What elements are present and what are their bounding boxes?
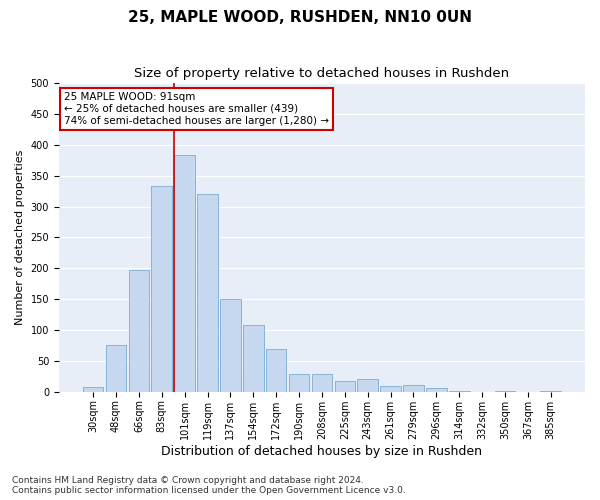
Bar: [128, 270, 149, 392]
Bar: [495, 391, 515, 392]
Text: Contains HM Land Registry data © Crown copyright and database right 2024.
Contai: Contains HM Land Registry data © Crown c…: [12, 476, 406, 495]
Bar: [243, 325, 263, 392]
Bar: [358, 380, 378, 392]
Bar: [449, 390, 470, 392]
Title: Size of property relative to detached houses in Rushden: Size of property relative to detached ho…: [134, 68, 509, 80]
Y-axis label: Number of detached properties: Number of detached properties: [15, 150, 25, 325]
Bar: [289, 374, 310, 392]
Bar: [403, 385, 424, 392]
Bar: [426, 388, 446, 392]
Bar: [197, 194, 218, 392]
Bar: [220, 298, 241, 392]
Text: 25, MAPLE WOOD, RUSHDEN, NN10 0UN: 25, MAPLE WOOD, RUSHDEN, NN10 0UN: [128, 10, 472, 25]
Bar: [380, 386, 401, 392]
Bar: [175, 154, 195, 392]
Bar: [83, 387, 103, 392]
Bar: [311, 374, 332, 392]
Bar: [335, 382, 355, 392]
Bar: [266, 348, 286, 392]
Bar: [151, 186, 172, 392]
Bar: [106, 345, 126, 392]
X-axis label: Distribution of detached houses by size in Rushden: Distribution of detached houses by size …: [161, 444, 482, 458]
Bar: [541, 390, 561, 392]
Text: 25 MAPLE WOOD: 91sqm
← 25% of detached houses are smaller (439)
74% of semi-deta: 25 MAPLE WOOD: 91sqm ← 25% of detached h…: [64, 92, 329, 126]
